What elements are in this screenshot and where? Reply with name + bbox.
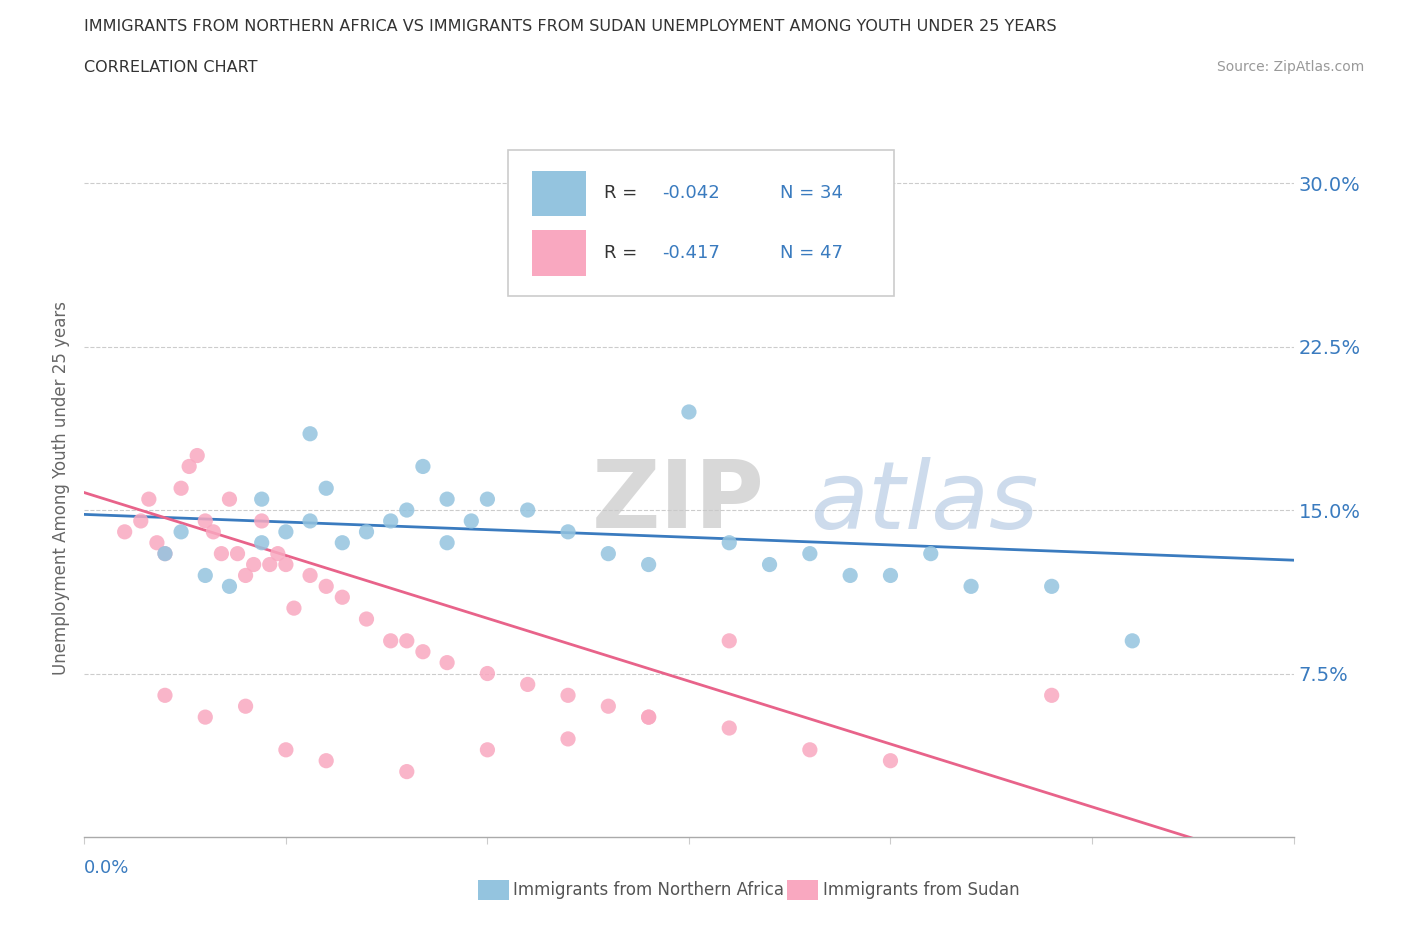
Point [477, 742, 499, 757]
Point [557, 732, 579, 747]
Text: R =: R = [605, 184, 644, 202]
Point [356, 612, 378, 627]
Point [194, 513, 217, 528]
Point [477, 492, 499, 507]
Point [516, 502, 538, 517]
Point [799, 546, 821, 561]
Point [242, 557, 264, 572]
Point [267, 546, 290, 561]
Point [356, 525, 378, 539]
Point [637, 557, 659, 572]
Point [315, 481, 337, 496]
Point [250, 492, 273, 507]
Point [194, 568, 217, 583]
Point [960, 578, 983, 593]
Point [678, 405, 700, 419]
Point [395, 502, 418, 517]
Point [218, 578, 240, 593]
Point [436, 536, 458, 551]
Point [170, 525, 193, 539]
Point [299, 513, 322, 528]
Point [153, 546, 176, 561]
Point [170, 481, 193, 496]
Point [153, 688, 176, 703]
Point [879, 568, 901, 583]
Point [477, 666, 499, 681]
Text: IMMIGRANTS FROM NORTHERN AFRICA VS IMMIGRANTS FROM SUDAN UNEMPLOYMENT AMONG YOUT: IMMIGRANTS FROM NORTHERN AFRICA VS IMMIG… [84, 19, 1057, 33]
FancyBboxPatch shape [531, 171, 586, 217]
Point [138, 492, 160, 507]
Point [299, 568, 322, 583]
Point [412, 644, 434, 659]
Text: atlas: atlas [810, 457, 1038, 548]
Text: 0.0%: 0.0% [84, 859, 129, 877]
Point [380, 633, 402, 648]
Point [718, 721, 741, 736]
Point [274, 525, 297, 539]
Point [250, 536, 273, 551]
Point [380, 513, 402, 528]
Y-axis label: Unemployment Among Youth under 25 years: Unemployment Among Youth under 25 years [52, 301, 70, 675]
Text: N = 47: N = 47 [779, 245, 842, 262]
Point [436, 492, 458, 507]
Point [299, 426, 322, 441]
Text: -0.417: -0.417 [662, 245, 720, 262]
Point [718, 536, 741, 551]
Point [179, 459, 201, 474]
Point [194, 710, 217, 724]
Point [412, 459, 434, 474]
Point [557, 525, 579, 539]
Point [315, 753, 337, 768]
Point [395, 764, 418, 779]
Text: Source: ZipAtlas.com: Source: ZipAtlas.com [1216, 60, 1364, 74]
Point [315, 578, 337, 593]
Point [250, 513, 273, 528]
Point [436, 655, 458, 670]
Text: R =: R = [605, 245, 644, 262]
Point [1040, 578, 1063, 593]
Point [920, 546, 942, 561]
Point [516, 677, 538, 692]
Point [330, 590, 353, 604]
Point [209, 546, 232, 561]
Point [637, 252, 659, 267]
Text: Immigrants from Northern Africa: Immigrants from Northern Africa [513, 881, 785, 899]
Point [598, 546, 620, 561]
Point [799, 742, 821, 757]
Point [758, 557, 780, 572]
Point [839, 568, 862, 583]
Point [460, 513, 482, 528]
Point [637, 710, 659, 724]
Point [202, 525, 225, 539]
Point [186, 448, 208, 463]
Point [218, 492, 240, 507]
Point [879, 753, 901, 768]
Point [146, 536, 169, 551]
Point [557, 688, 579, 703]
Point [274, 742, 297, 757]
Point [395, 633, 418, 648]
Point [129, 513, 152, 528]
Point [1121, 633, 1143, 648]
FancyBboxPatch shape [508, 150, 894, 297]
Point [330, 536, 353, 551]
Point [153, 546, 176, 561]
Point [1040, 688, 1063, 703]
Point [283, 601, 305, 616]
Point [598, 698, 620, 713]
Point [235, 568, 257, 583]
Point [235, 698, 257, 713]
Point [637, 710, 659, 724]
Point [226, 546, 249, 561]
Point [718, 633, 741, 648]
Text: ZIP: ZIP [592, 457, 765, 548]
Point [259, 557, 281, 572]
Point [274, 557, 297, 572]
FancyBboxPatch shape [531, 230, 586, 275]
Text: CORRELATION CHART: CORRELATION CHART [84, 60, 257, 75]
Text: -0.042: -0.042 [662, 184, 720, 202]
Text: N = 34: N = 34 [779, 184, 842, 202]
Text: Immigrants from Sudan: Immigrants from Sudan [823, 881, 1019, 899]
Point [114, 525, 136, 539]
